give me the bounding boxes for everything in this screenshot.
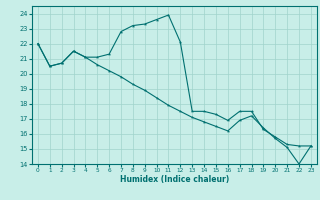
X-axis label: Humidex (Indice chaleur): Humidex (Indice chaleur): [120, 175, 229, 184]
